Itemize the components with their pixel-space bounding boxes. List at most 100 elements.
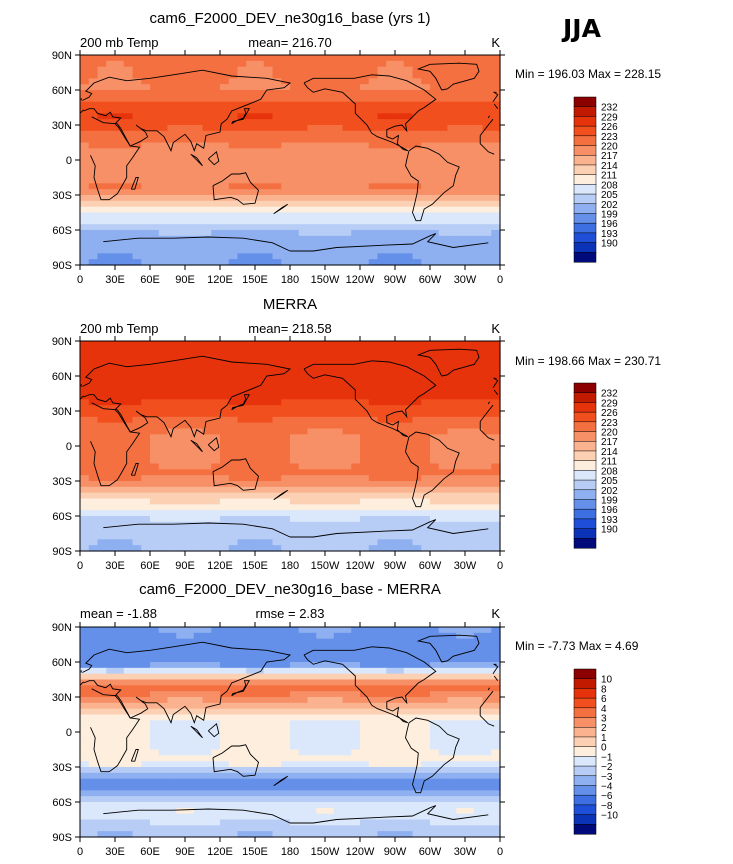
field-cell	[412, 726, 422, 733]
field-cell	[141, 428, 151, 435]
field-cell	[272, 469, 282, 476]
field-cell	[377, 195, 387, 202]
field-cell	[228, 743, 239, 751]
field-cell	[281, 212, 291, 219]
field-cell	[482, 183, 492, 190]
field-cell	[167, 352, 177, 360]
field-cell	[211, 346, 221, 354]
field-cell	[325, 481, 335, 488]
field-cell	[255, 697, 265, 704]
field-cell	[272, 510, 282, 517]
field-cell	[447, 119, 457, 126]
coastline	[273, 489, 288, 501]
field-cell	[465, 469, 475, 476]
field-cell	[123, 241, 134, 249]
field-cell	[150, 638, 160, 646]
field-cell	[360, 481, 370, 488]
field-cell	[377, 486, 387, 494]
field-cell	[307, 457, 317, 465]
field-cell	[342, 235, 352, 243]
field-cell	[447, 364, 457, 371]
field-cell	[307, 679, 317, 686]
field-cell	[456, 230, 466, 237]
colorbar-swatch	[573, 135, 597, 147]
field-cell	[202, 691, 212, 698]
field-cell	[403, 341, 414, 348]
field-cell	[281, 778, 291, 786]
field-cell	[202, 60, 212, 68]
field-cell	[281, 492, 291, 500]
x-tick-label: 60E	[140, 560, 160, 572]
field-cell	[272, 247, 282, 254]
field-cell	[403, 165, 414, 173]
field-cell	[421, 650, 431, 657]
field-cell	[88, 55, 99, 62]
field-cell	[228, 113, 239, 120]
field-cell	[403, 492, 414, 500]
field-cell	[185, 451, 195, 459]
field-cell	[491, 113, 501, 120]
field-cell	[263, 673, 274, 681]
field-cell	[412, 656, 422, 663]
field-cell	[272, 539, 282, 546]
field-cell	[211, 697, 221, 704]
field-cell	[465, 434, 475, 441]
field-cell	[193, 165, 204, 173]
field-cell	[342, 492, 352, 500]
field-cell	[176, 726, 186, 733]
field-cell	[281, 673, 291, 681]
field-cell	[88, 422, 99, 430]
field-cell	[456, 171, 466, 179]
field-cell	[290, 714, 300, 721]
field-cell	[211, 90, 221, 97]
field-cell	[368, 405, 379, 412]
field-cell	[97, 235, 107, 243]
field-cell	[473, 510, 484, 517]
field-cell	[97, 148, 107, 155]
field-cell	[211, 475, 221, 482]
field-cell	[482, 644, 492, 651]
field-cell	[255, 171, 265, 179]
field-cell	[342, 486, 352, 494]
field-cell	[97, 732, 107, 739]
field-cell	[141, 60, 151, 68]
field-cell	[342, 183, 352, 190]
field-cell	[132, 381, 142, 389]
field-cell	[377, 405, 387, 412]
field-cell	[351, 160, 361, 167]
field-cell	[377, 142, 387, 149]
field-cell	[360, 358, 370, 365]
field-cell	[342, 772, 352, 780]
field-cell	[106, 113, 116, 120]
field-cell	[115, 95, 125, 103]
field-cell	[360, 702, 370, 710]
field-cell	[246, 212, 256, 219]
x-tick-label: 120E	[207, 560, 233, 572]
field-cell	[202, 533, 212, 540]
coastline	[207, 436, 220, 452]
field-cell	[403, 685, 414, 692]
field-cell	[298, 84, 309, 91]
field-cell	[193, 778, 204, 786]
field-cell	[80, 171, 90, 179]
field-cell	[220, 189, 230, 196]
field-cell	[237, 259, 247, 266]
field-cell	[193, 107, 204, 114]
field-cell	[106, 200, 116, 208]
field-cell	[115, 189, 125, 196]
field-cell	[255, 539, 265, 546]
field-cell	[333, 539, 344, 546]
field-cell	[351, 504, 361, 511]
field-cell	[150, 90, 160, 97]
field-cell	[403, 697, 414, 704]
field-cell	[360, 650, 370, 657]
field-cell	[88, 212, 99, 219]
field-cell	[246, 90, 256, 97]
field-cell	[342, 667, 352, 675]
field-cell	[491, 370, 501, 377]
field-cell	[298, 516, 309, 523]
field-cell	[123, 95, 134, 103]
field-cell	[368, 463, 379, 470]
field-cell	[237, 673, 247, 681]
field-cell	[237, 416, 247, 424]
